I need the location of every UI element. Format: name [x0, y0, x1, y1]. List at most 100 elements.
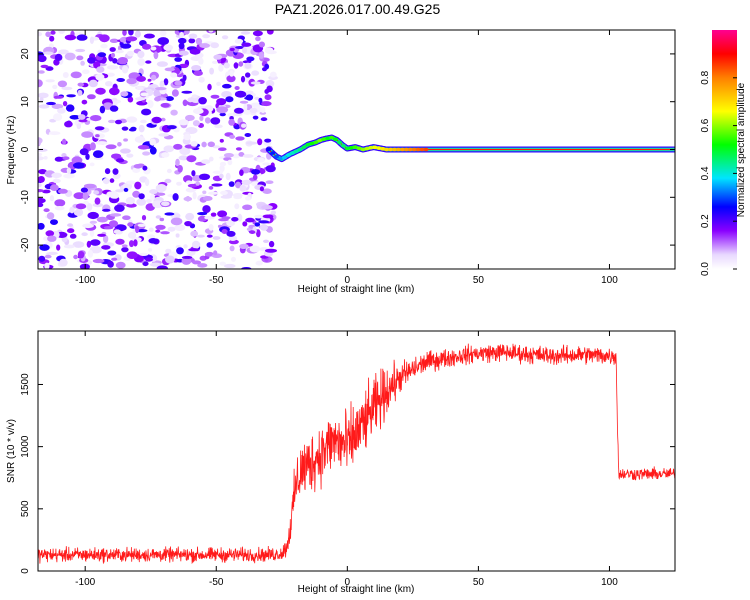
noise-speckle: [73, 210, 81, 216]
noise-speckle: [51, 172, 62, 178]
noise-speckle: [262, 162, 271, 166]
noise-speckle: [48, 131, 61, 136]
noise-speckle: [209, 156, 214, 162]
noise-speckle: [240, 75, 246, 83]
noise-speckle: [244, 62, 252, 69]
noise-speckle: [115, 238, 125, 245]
noise-speckle: [111, 257, 118, 261]
noise-speckle: [69, 115, 81, 120]
noise-speckle: [166, 125, 177, 130]
noise-speckle: [147, 78, 152, 82]
noise-speckle: [225, 96, 234, 103]
noise-speckle: [245, 196, 251, 201]
noise-speckle: [214, 124, 223, 129]
noise-speckle: [229, 245, 235, 252]
colorbar-gradient: [712, 30, 737, 269]
noise-speckle: [233, 62, 239, 69]
noise-speckle: [265, 79, 275, 88]
signal-track-blob: [423, 147, 429, 152]
noise-speckle: [114, 204, 125, 212]
noise-speckle: [234, 86, 240, 90]
noise-speckle: [45, 79, 55, 83]
noise-speckle: [251, 70, 260, 76]
noise-speckle: [163, 78, 169, 86]
noise-speckle: [246, 141, 258, 145]
noise-speckle: [133, 239, 138, 247]
noise-speckle: [99, 105, 106, 114]
noise-speckle: [38, 70, 45, 74]
noise-speckle: [52, 84, 58, 90]
noise-speckle: [175, 158, 180, 167]
noise-speckle: [134, 136, 146, 143]
noise-speckle: [121, 247, 129, 253]
noise-speckle: [167, 226, 176, 232]
signal-track-blob: [399, 147, 405, 152]
noise-speckle: [123, 138, 128, 142]
noise-speckle: [208, 191, 219, 195]
noise-speckle: [158, 133, 170, 137]
noise-speckle: [227, 159, 233, 166]
noise-speckle: [160, 103, 170, 108]
noise-speckle: [208, 224, 214, 231]
noise-speckle: [181, 257, 192, 265]
noise-speckle: [212, 170, 224, 174]
signal-track-blob: [337, 140, 342, 145]
noise-speckle: [245, 217, 255, 223]
noise-speckle: [181, 90, 193, 94]
noise-speckle: [141, 108, 152, 116]
noise-speckle: [125, 180, 136, 185]
noise-speckle: [130, 126, 137, 131]
noise-speckle: [159, 217, 165, 222]
noise-speckle: [88, 79, 98, 88]
noise-speckle: [73, 254, 78, 260]
noise-speckle: [82, 69, 90, 74]
noise-speckle: [38, 31, 43, 37]
noise-speckle: [232, 153, 240, 159]
noise-speckle: [94, 126, 105, 131]
noise-speckle: [97, 52, 107, 58]
noise-speckle: [143, 33, 155, 39]
signal-track-blob: [384, 147, 390, 152]
noise-speckle: [221, 91, 232, 98]
noise-speckle: [111, 192, 119, 199]
noise-speckle: [238, 61, 244, 67]
snr-frame: [37, 330, 676, 572]
noise-speckle: [67, 228, 75, 234]
noise-speckle: [38, 104, 50, 109]
noise-speckle: [255, 260, 263, 266]
spectrogram-y-tick-label: 10: [20, 96, 31, 108]
noise-speckle: [242, 154, 254, 158]
noise-speckle: [191, 240, 201, 249]
noise-speckle: [258, 41, 265, 48]
noise-speckle: [221, 35, 229, 40]
noise-speckle: [207, 83, 212, 91]
noise-speckle: [210, 94, 220, 99]
noise-speckle: [100, 44, 108, 49]
noise-speckle: [234, 38, 244, 44]
noise-speckle: [241, 123, 247, 128]
noise-speckle: [197, 234, 205, 238]
noise-speckle: [139, 252, 149, 256]
noise-speckle: [249, 230, 256, 234]
noise-speckle: [202, 34, 211, 39]
noise-speckle: [148, 248, 153, 252]
noise-speckle: [92, 150, 104, 159]
noise-speckle: [54, 53, 63, 62]
noise-speckle: [69, 206, 75, 214]
noise-speckle: [155, 229, 161, 233]
noise-speckle: [113, 229, 122, 234]
noise-speckle: [174, 80, 182, 86]
signal-track-blob: [411, 147, 417, 152]
signal-track-blob: [305, 142, 311, 147]
noise-speckle: [193, 108, 204, 115]
noise-speckle: [45, 230, 55, 237]
noise-speckle: [185, 212, 195, 221]
noise-speckle: [223, 153, 234, 158]
noise-speckle: [232, 193, 243, 198]
noise-speckle: [213, 54, 223, 60]
noise-speckle: [90, 115, 102, 122]
noise-speckle: [242, 47, 247, 54]
noise-speckle: [258, 220, 270, 224]
spectrogram-x-axis-label: Height of straight line (km): [298, 284, 415, 295]
signal-track-blob: [325, 136, 331, 141]
